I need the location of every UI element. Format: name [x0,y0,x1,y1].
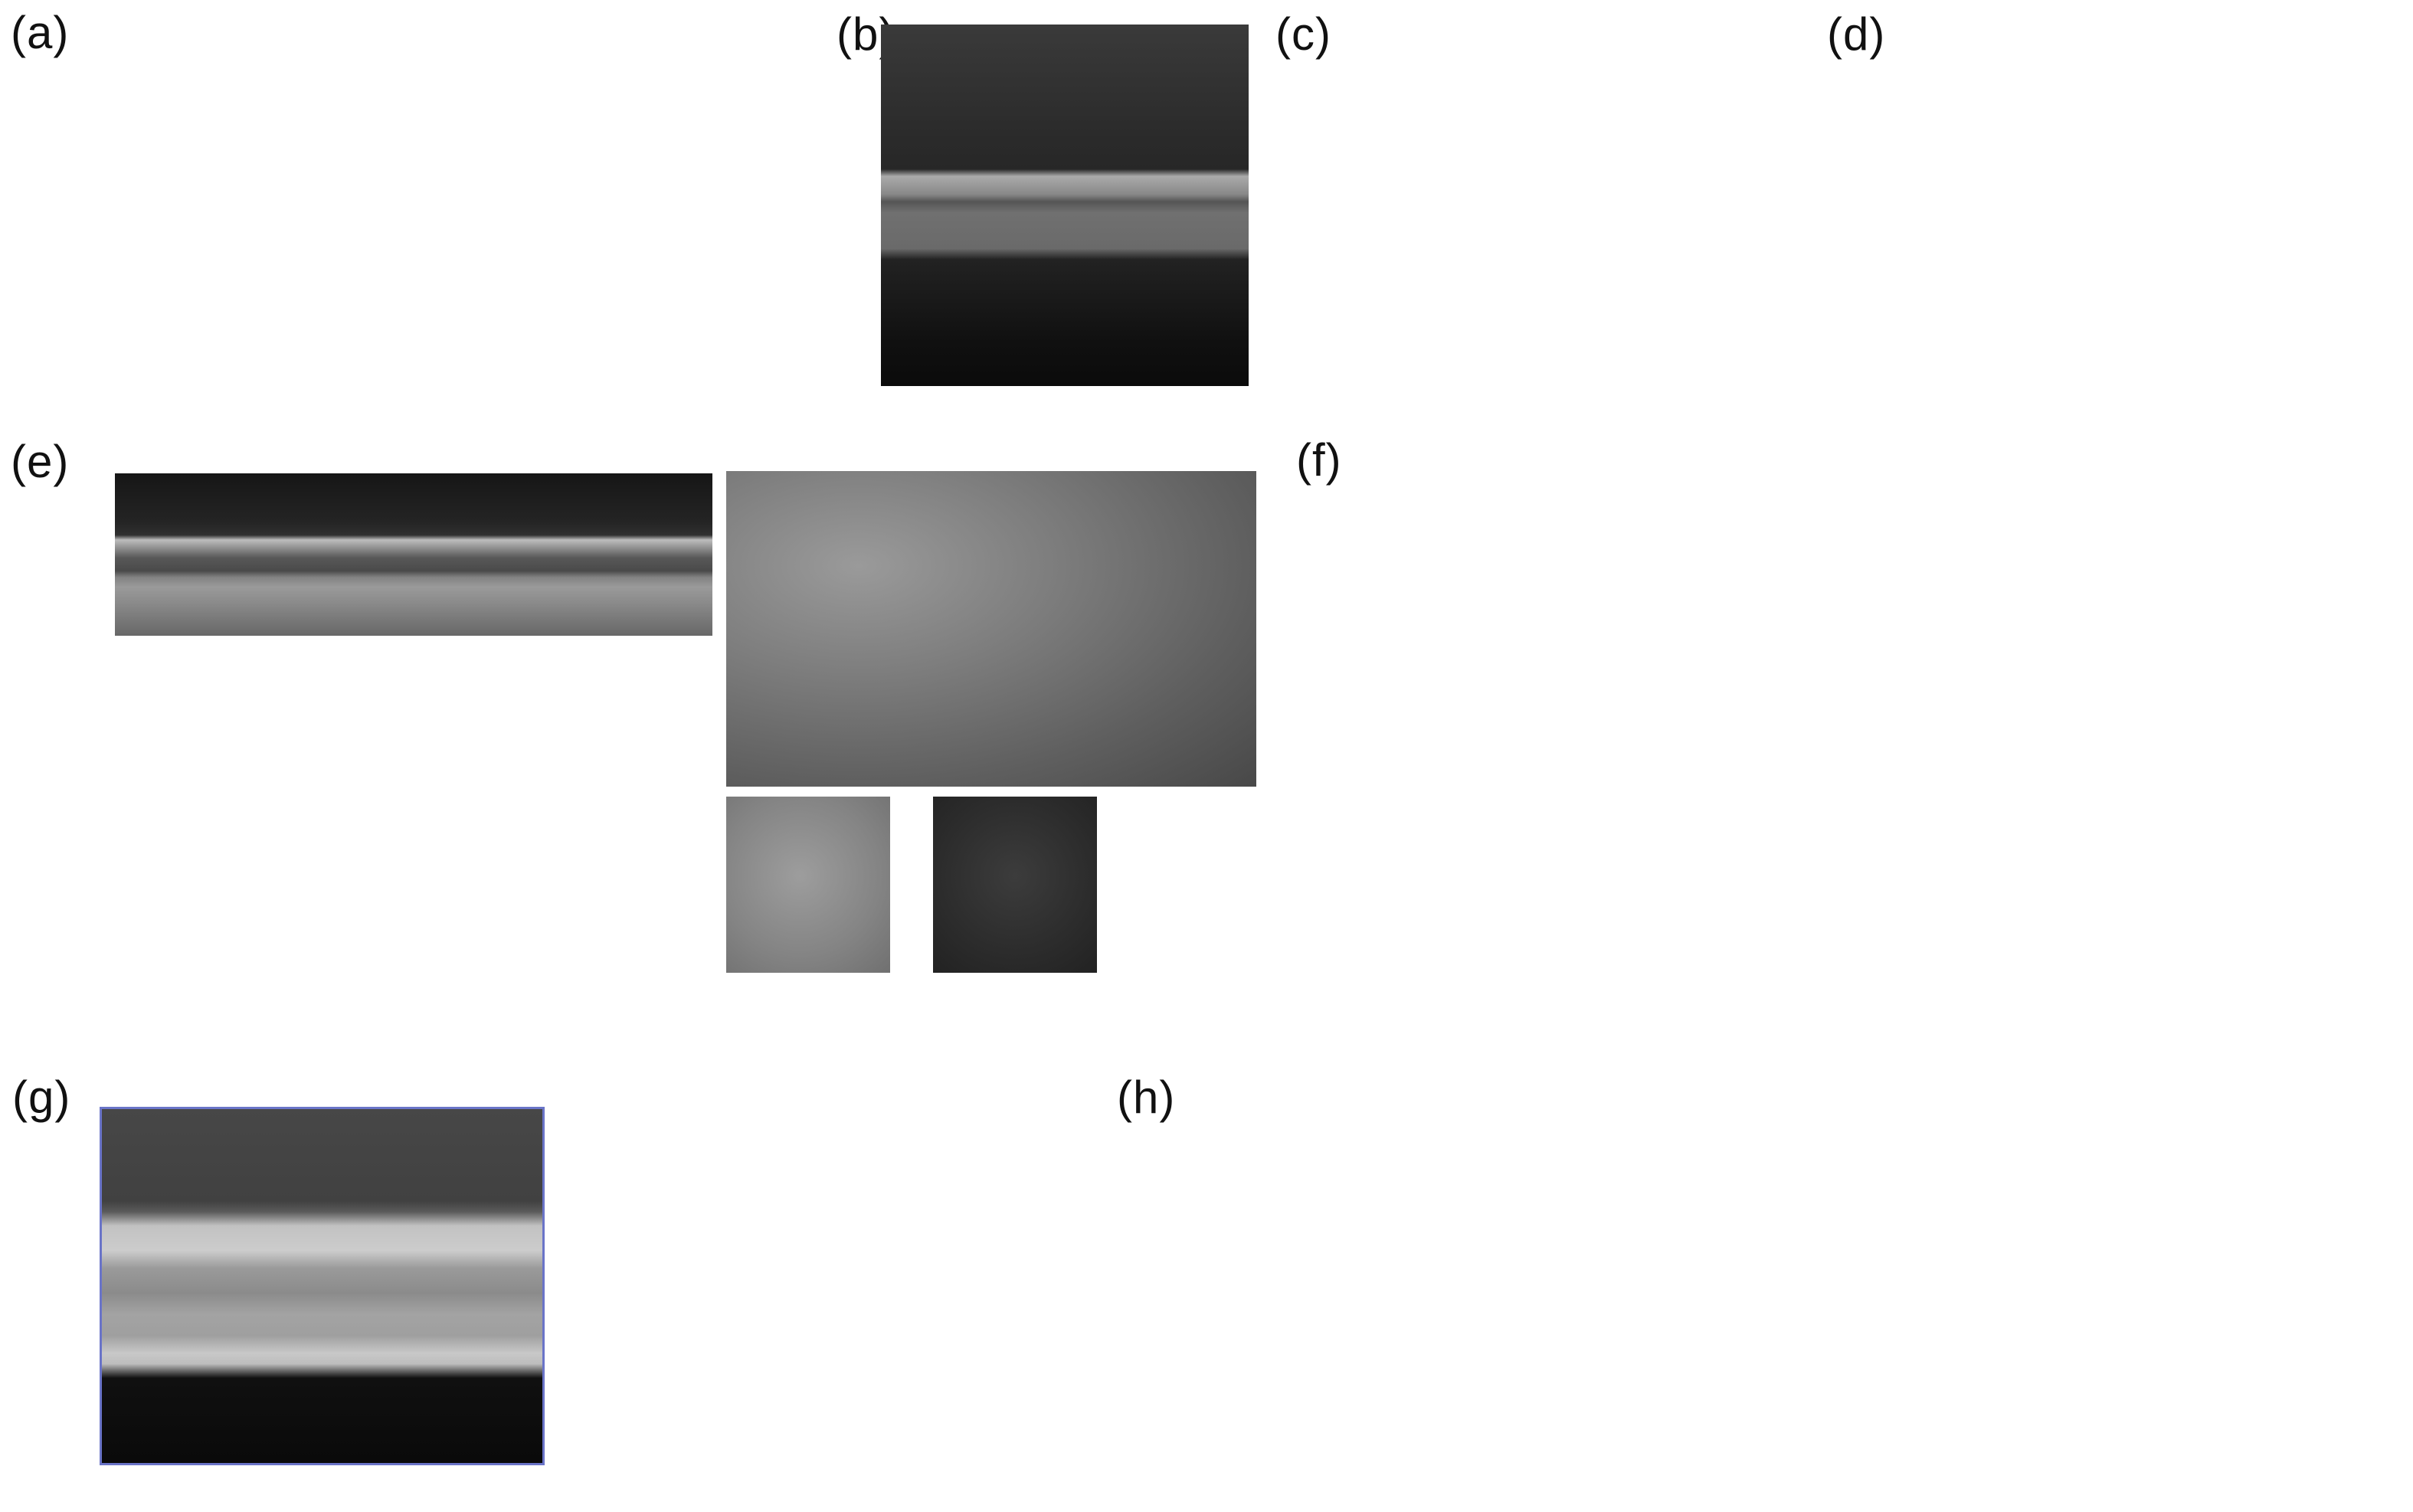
panel-label-c: (c) [1275,8,1331,60]
panel-label-g: (g) [12,1072,71,1123]
tem-image-panel-g [100,1107,545,1465]
panel-label-e: (e) [11,436,70,487]
tem-strip-panel-e [115,473,712,636]
fft-image-ag [726,797,890,973]
panel-label-a: (a) [11,7,70,58]
fft-image-mhfo2 [933,797,1097,973]
panel-label-d: (d) [1827,8,1886,60]
sem-image-panel-b [881,25,1249,386]
chart-f-iv [1609,613,1976,1046]
chart-g-iv [540,1072,942,1512]
hrtem-image-panel-e [726,471,1256,787]
panel-label-h: (h) [1117,1072,1176,1123]
panel-label-f: (f) [1296,434,1342,486]
